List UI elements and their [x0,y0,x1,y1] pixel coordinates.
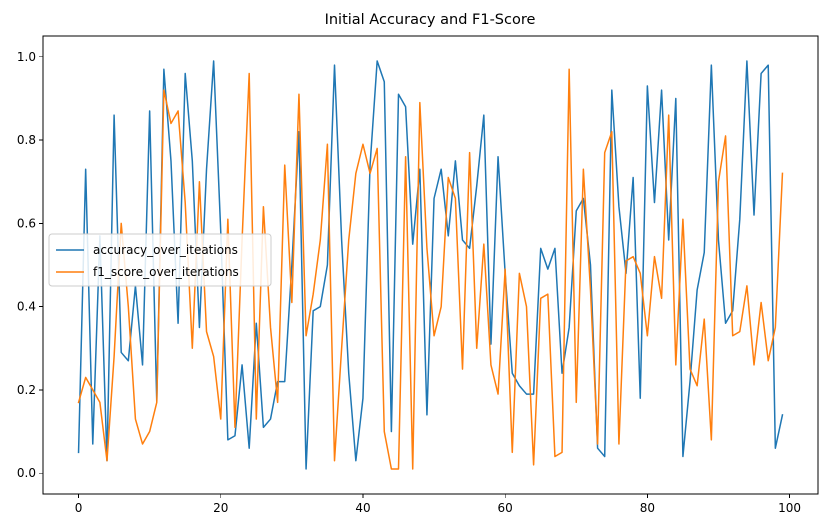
y-tick-label: 0.6 [17,216,36,230]
x-tick-label: 60 [498,501,513,515]
x-tick-label: 80 [640,501,655,515]
axes-layer: 0 20 40 60 80 100 0.0 0.2 0.4 0.6 0.8 1.0 [17,35,819,515]
plot-frame [42,35,819,495]
x-tick-label: 20 [213,501,228,515]
y-tick-label: 0.8 [17,133,36,147]
legend: accuracy_over_iteations f1_score_over_ite… [48,233,272,287]
y-tick-label: 1.0 [17,50,36,64]
x-tick-label: 0 [75,501,83,515]
y-tick-label: 0.0 [17,466,36,480]
x-tick-label: 40 [355,501,370,515]
y-tick-label: 0.2 [17,383,36,397]
chart-title: Initial Accuracy and F1-Score [325,12,536,28]
x-tick-label: 100 [778,501,801,515]
legend-label-1: accuracy_over_iteations [93,243,238,257]
legend-frame [48,233,272,287]
legend-label-2: f1_score_over_iterations [93,265,239,279]
y-tick-label: 0.4 [17,300,36,314]
